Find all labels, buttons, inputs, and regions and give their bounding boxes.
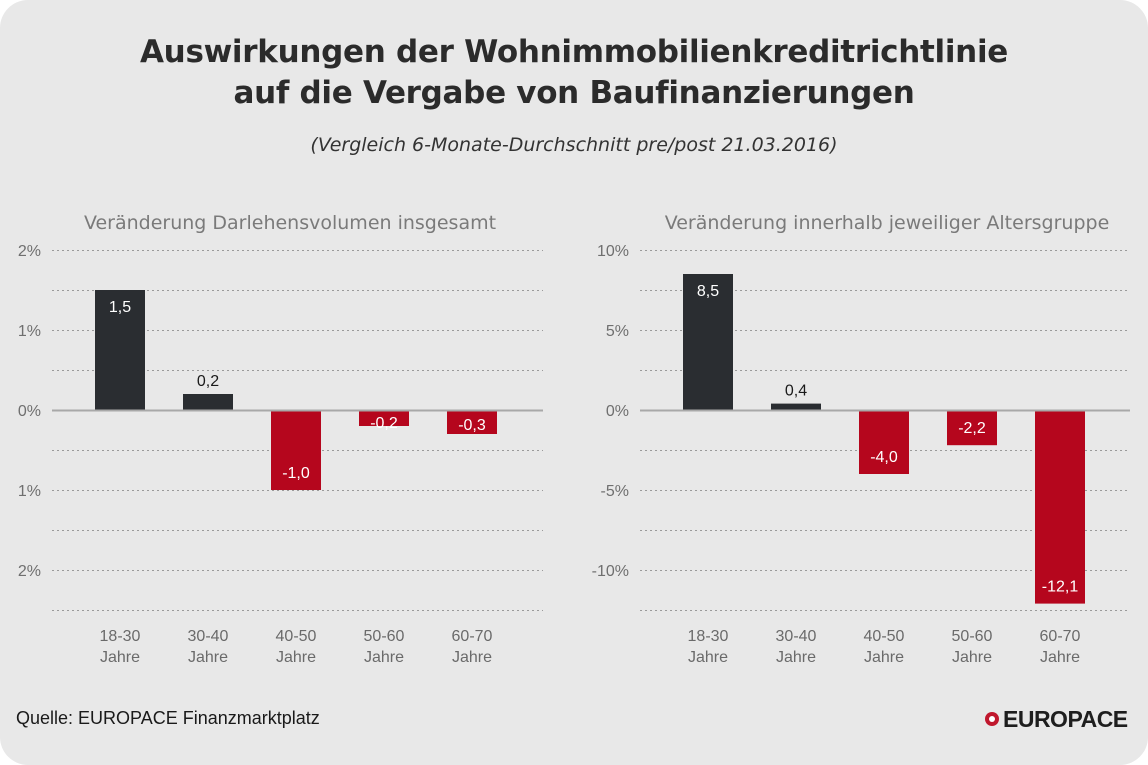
bar-value-label: -4,0 <box>870 449 898 466</box>
bar-value-label: 0,4 <box>785 383 807 400</box>
y-tick-label: -10% <box>592 563 629 580</box>
x-category-label: 50-60 <box>952 628 993 645</box>
bar-value-label: -2,2 <box>958 420 986 437</box>
y-tick-label: 0% <box>606 403 629 420</box>
chart-panel-1: Veränderung Darlehensvolumen insgesamt 2%… <box>18 212 543 666</box>
chart-title: Veränderung Darlehensvolumen insgesamt <box>84 212 496 234</box>
bar-value-label: -0,2 <box>370 415 398 432</box>
europace-logo-text: EUROPACE <box>1003 705 1128 732</box>
x-category-label: 60-70 <box>452 628 493 645</box>
x-category-label: 40-50 <box>276 628 317 645</box>
bar-value-label: 0,2 <box>197 373 219 390</box>
y-tick-label: 2% <box>18 243 41 260</box>
x-category-label: 18-30 <box>100 628 141 645</box>
x-category-label: 30-40 <box>188 628 229 645</box>
title-line-2: auf die Vergabe von Baufinanzierungen <box>233 75 915 111</box>
x-category-label: Jahre <box>452 649 492 666</box>
bar-value-label: 1,5 <box>109 299 131 316</box>
y-tick-label: -5% <box>601 483 629 500</box>
x-category-label: Jahre <box>776 649 816 666</box>
y-tick-label: 1% <box>18 483 41 500</box>
x-category-label: Jahre <box>864 649 904 666</box>
x-category-label: Jahre <box>1040 649 1080 666</box>
bar <box>859 410 909 474</box>
bar-value-label: -0,3 <box>458 417 486 434</box>
chart-panel-2: Veränderung innerhalb jeweiliger Altersg… <box>592 212 1130 666</box>
x-category-label: 60-70 <box>1040 628 1081 645</box>
bar-value-label: 8,5 <box>697 283 719 300</box>
bar <box>183 394 233 410</box>
y-tick-label: 0% <box>18 403 41 420</box>
title-line-1: Auswirkungen der Wohnimmobilienkreditric… <box>139 34 1009 70</box>
bar <box>1035 410 1085 604</box>
x-category-label: 40-50 <box>864 628 905 645</box>
bar <box>359 410 409 426</box>
x-category-label: Jahre <box>100 649 140 666</box>
x-category-label: Jahre <box>952 649 992 666</box>
bar <box>683 274 733 410</box>
bar <box>771 403 821 410</box>
europace-logo-mark-icon <box>985 712 999 726</box>
europace-logo: EUROPACE <box>985 704 1128 734</box>
x-category-label: Jahre <box>188 649 228 666</box>
bar-value-label: -1,0 <box>282 465 310 482</box>
y-tick-label: 1% <box>18 323 41 340</box>
bar <box>947 410 997 446</box>
page-subtitle: (Vergleich 6-Monate-Durchschnitt pre/pos… <box>310 134 838 156</box>
y-tick-label: 10% <box>597 243 629 260</box>
x-category-label: Jahre <box>276 649 316 666</box>
source-note: Quelle: EUROPACE Finanzmarktplatz <box>16 708 320 728</box>
bar-value-label: -12,1 <box>1042 579 1079 596</box>
bar <box>95 290 145 410</box>
x-category-label: 50-60 <box>364 628 405 645</box>
x-category-label: 18-30 <box>688 628 729 645</box>
x-category-label: Jahre <box>688 649 728 666</box>
y-tick-label: 5% <box>606 323 629 340</box>
y-tick-label: 2% <box>18 563 41 580</box>
x-category-label: Jahre <box>364 649 404 666</box>
bar <box>447 410 497 434</box>
x-category-label: 30-40 <box>776 628 817 645</box>
bar <box>271 410 321 490</box>
page-title: Auswirkungen der Wohnimmobilienkreditric… <box>0 32 1148 114</box>
chart-title: Veränderung innerhalb jeweiliger Altersg… <box>665 212 1110 234</box>
